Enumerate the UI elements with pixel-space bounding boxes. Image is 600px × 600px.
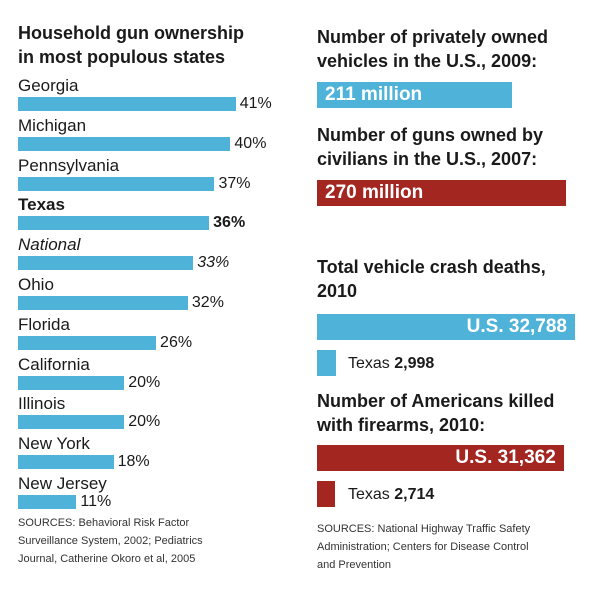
state-value-label: 40% [234, 134, 267, 152]
state-bar [18, 495, 77, 509]
crash-us-bar: U.S. 32,788 [317, 314, 575, 340]
vehicles-value-label: 211 million [325, 84, 423, 105]
state-value-label: 20% [128, 413, 161, 431]
state-bar [18, 335, 157, 350]
state-value-label: 32% [191, 294, 224, 311]
state-label: National [18, 235, 81, 255]
firearms-title-line-1: Number of Americans killed [317, 391, 555, 411]
state-bar [18, 455, 114, 470]
state-value-label: 37% [218, 174, 251, 192]
crash-us-label: U.S. 32,788 [466, 316, 567, 337]
right-sources-line-2: Administration; Centers for Disease Cont… [317, 541, 529, 553]
guns-title-line-1: Number of guns owned by [317, 125, 544, 145]
state-label: Ohio [18, 275, 54, 294]
state-label: California [18, 354, 90, 374]
state-value-label: 41% [239, 95, 272, 112]
state-label: Illinois [18, 394, 66, 414]
state-value-label: 18% [117, 453, 150, 471]
state-bar [18, 136, 231, 151]
state-label: Florida [18, 314, 70, 334]
guns-title-line-2: civilians in the U.S., 2007: [317, 149, 538, 169]
left-sources-line-3: Journal, Catherine Okoro et al, 2005 [18, 553, 196, 565]
right-sources-line-1: SOURCES: National Highway Traffic Safety [317, 523, 531, 535]
state-label: Texas [18, 195, 65, 215]
crash-texas-prefix: Texas [348, 355, 390, 372]
state-value-label: 36% [213, 214, 246, 232]
firearms-texas-label: Texas 2,714 [348, 485, 434, 505]
chart-title-line-1: Household gun ownership [18, 23, 244, 43]
crash-title-line-2: 2010 [317, 281, 358, 301]
crash-texas-bar [317, 350, 336, 376]
state-bar [18, 375, 125, 390]
state-bar [18, 97, 236, 111]
state-label: New York [18, 434, 90, 454]
crash-texas-label: Texas 2,998 [348, 354, 434, 374]
state-value-label: 26% [160, 333, 193, 351]
state-label: Georgia [18, 76, 79, 95]
firearms-texas-prefix: Texas [348, 486, 390, 503]
crash-texas-value: 2,998 [394, 355, 435, 372]
guns-value-label: 270 million [325, 182, 424, 203]
left-sources-line-1: SOURCES: Behavioral Risk Factor [18, 517, 190, 529]
firearms-texas-value: 2,714 [394, 486, 435, 503]
guns-bar: 270 million [317, 180, 566, 206]
state-bar [18, 176, 215, 191]
state-label: Pennsylvania [18, 155, 120, 175]
state-bar [18, 216, 210, 231]
comparison-panel: Number of privately owned vehicles in th… [300, 0, 600, 600]
vehicles-title-line-1: Number of privately owned [317, 27, 549, 47]
state-bar [18, 296, 188, 310]
left-sources-line-2: Surveillance System, 2002; Pediatrics [18, 535, 203, 547]
firearms-us-bar: U.S. 31,362 [317, 445, 564, 471]
vehicles-bar: 211 million [317, 82, 512, 108]
state-value-label: 11% [80, 493, 112, 510]
firearms-title-line-2: with firearms, 2010: [317, 415, 486, 435]
state-bar [18, 256, 194, 271]
state-value-label: 33% [197, 254, 230, 272]
state-label: Michigan [18, 115, 87, 135]
gun-ownership-chart: Household gun ownership in most populous… [18, 23, 272, 565]
crash-title-line-1: Total vehicle crash deaths, [317, 257, 546, 277]
vehicles-title-line-2: vehicles in the U.S., 2009: [317, 51, 538, 71]
firearms-texas-bar [317, 481, 335, 507]
chart-title-line-2: in most populous states [18, 47, 226, 67]
state-value-label: 20% [128, 373, 161, 391]
right-sources-line-3: and Prevention [317, 559, 391, 571]
state-bar [18, 415, 125, 430]
state-label: New Jersey [18, 474, 107, 493]
firearms-us-label: U.S. 31,362 [455, 447, 556, 468]
